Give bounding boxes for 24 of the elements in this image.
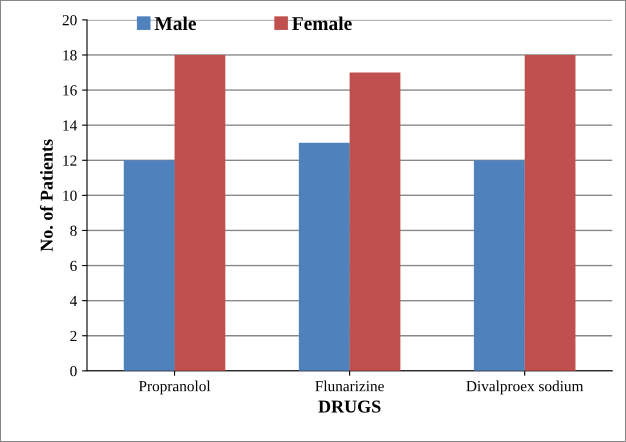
y-tick-label: 20 xyxy=(62,15,77,26)
bar xyxy=(174,54,226,371)
y-tick-label: 8 xyxy=(70,226,77,236)
y-tick-label: 4 xyxy=(70,296,78,306)
bar xyxy=(524,54,576,371)
y-tick-label: 10 xyxy=(63,190,77,201)
legend-label: Female xyxy=(292,16,352,30)
y-tick-label: 0 xyxy=(70,366,77,376)
bar xyxy=(474,160,525,371)
y-tick-label: 14 xyxy=(63,120,78,130)
bar xyxy=(350,72,400,371)
y-tick-label: 6 xyxy=(70,260,77,272)
legend-label: Male xyxy=(154,16,196,30)
x-tick-label: Divalproex sodium xyxy=(466,380,584,394)
bar xyxy=(298,142,350,371)
y-axis-title: No. of Patients xyxy=(40,139,53,252)
x-tick-label: Flunarizine xyxy=(315,380,384,392)
y-tick-label: 12 xyxy=(63,155,76,166)
y-tick-label: 16 xyxy=(63,85,77,96)
x-axis-title: DRUGS xyxy=(318,400,380,413)
y-tick-label: 18 xyxy=(63,50,77,60)
x-tick-label: Propranolol xyxy=(138,380,210,394)
bar xyxy=(124,160,175,371)
y-tick-label: 2 xyxy=(70,330,76,342)
